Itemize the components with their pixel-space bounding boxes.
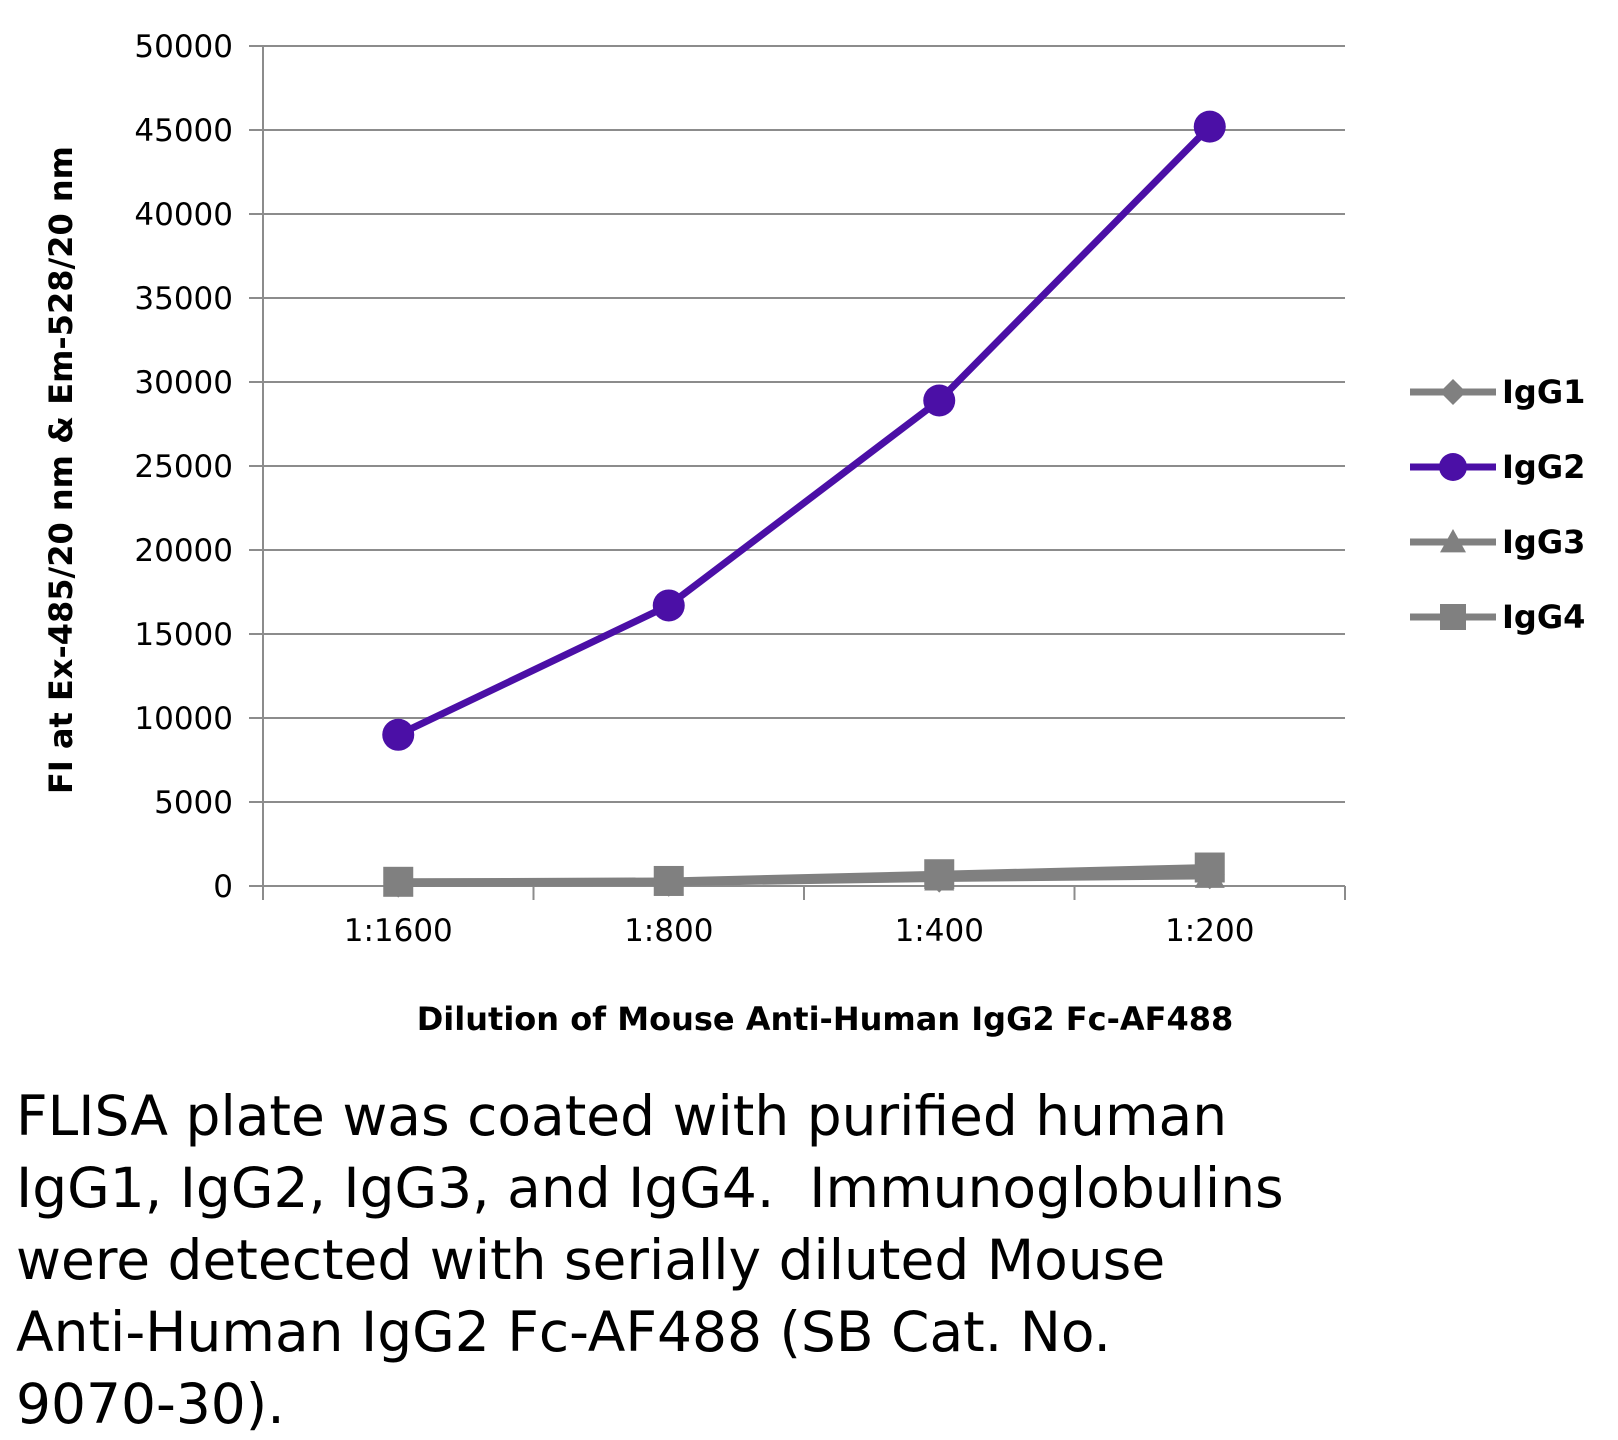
legend: IgG1 IgG2 IgG3 IgG4 <box>1410 373 1585 636</box>
data-point <box>1193 110 1226 143</box>
legend-label: IgG3 <box>1502 523 1585 561</box>
series-igg2 <box>382 110 1226 751</box>
legend-item-igg1: IgG1 <box>1410 373 1585 411</box>
legend-label: IgG2 <box>1502 448 1585 486</box>
figure-caption: FLISA plate was coated with purified hum… <box>16 1084 1284 1436</box>
series-igg4 <box>383 852 1225 897</box>
gridlines <box>249 45 1345 887</box>
legend-label: IgG4 <box>1502 598 1585 636</box>
data-point <box>653 865 684 896</box>
data-point <box>924 859 955 890</box>
series-line <box>394 123 1214 739</box>
x-tick-labels: 1:1600 1:800 1:400 1:200 <box>344 913 1255 949</box>
y-tick-label: 15000 <box>134 617 233 653</box>
data-point <box>923 384 956 417</box>
legend-item-igg2: IgG2 <box>1410 448 1585 486</box>
legend-item-igg4: IgG4 <box>1410 598 1585 636</box>
y-tick-label: 45000 <box>134 113 233 149</box>
legend-marker <box>1440 604 1466 630</box>
legend-item-igg3: IgG3 <box>1410 523 1585 561</box>
legend-marker <box>1440 529 1466 553</box>
data-point <box>382 718 415 751</box>
y-tick-label: 50000 <box>134 29 233 65</box>
line-chart: 0 5000 10000 15000 20000 25000 30000 35000 40000… <box>42 29 1585 1038</box>
y-tick-label: 0 <box>213 869 233 905</box>
y-tick-label: 35000 <box>134 281 233 317</box>
y-tick-label: 40000 <box>134 197 233 233</box>
y-axis-title: FI at Ex-485/20 nm & Em-528/20 nm <box>42 146 80 794</box>
x-tick-label: 1:1600 <box>344 913 453 949</box>
x-tick-label: 1:200 <box>1165 913 1254 949</box>
legend-marker <box>1439 453 1467 481</box>
legend-marker <box>1440 379 1466 405</box>
y-tick-label: 5000 <box>154 785 233 821</box>
x-tick-label: 1:800 <box>624 913 713 949</box>
data-point <box>383 866 414 897</box>
series-line <box>394 864 1214 886</box>
y-tick-label: 10000 <box>134 701 233 737</box>
legend-label: IgG1 <box>1502 373 1585 411</box>
y-tick-labels: 0 5000 10000 15000 20000 25000 30000 35000 40000… <box>134 29 233 905</box>
x-tick-label: 1:400 <box>895 913 984 949</box>
series <box>382 110 1226 898</box>
data-point <box>1194 852 1225 883</box>
y-tick-label: 25000 <box>134 449 233 485</box>
data-point <box>652 589 685 622</box>
y-tick-label: 20000 <box>134 533 233 569</box>
y-tick-label: 30000 <box>134 365 233 401</box>
x-axis-title: Dilution of Mouse Anti-Human IgG2 Fc-AF4… <box>417 1000 1234 1038</box>
axes <box>262 46 1346 900</box>
